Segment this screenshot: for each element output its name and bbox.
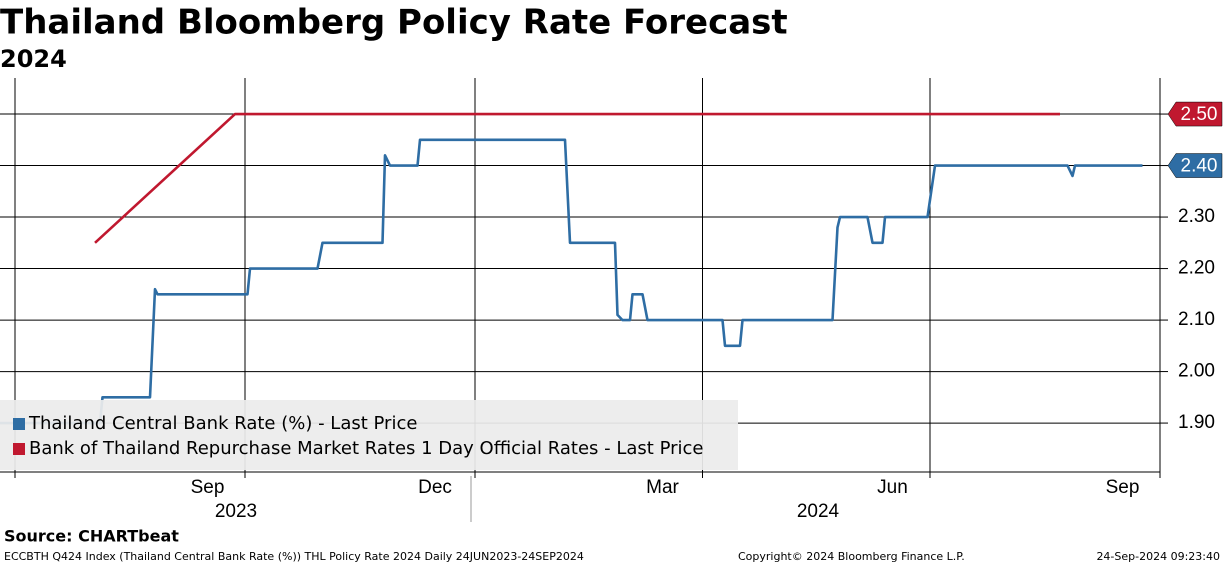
x-tick-label: Sep: [191, 477, 225, 498]
legend-label: Thailand Central Bank Rate (%) - Last Pr…: [28, 413, 417, 434]
legend-label: Bank of Thailand Repurchase Market Rates…: [29, 438, 704, 459]
legend-swatch: [13, 418, 25, 430]
x-tick-label: Dec: [418, 477, 452, 498]
legend-swatch: [13, 443, 25, 455]
x-year-label: 2023: [215, 501, 257, 522]
y-tick-label: 1.90: [1178, 412, 1215, 433]
series-line: [94, 112, 1060, 244]
chart-title: Thailand Bloomberg Policy Rate Forecast: [0, 3, 788, 43]
last-value-label: 2.40: [1181, 156, 1218, 177]
series-line: [0, 138, 1143, 425]
y-tick-label: 2.00: [1178, 361, 1215, 382]
x-tick-label: Mar: [646, 477, 679, 498]
footer: Copyright© 2024 Bloomberg Finance L.P.: [738, 550, 965, 563]
footer: ECCBTH Q424 Index (Thailand Central Bank…: [4, 550, 584, 563]
source: Source: CHARTbeat: [4, 527, 179, 546]
y-tick-label: 2.20: [1178, 258, 1215, 279]
legend-box: [0, 400, 738, 470]
last-value-tag: [1167, 153, 1223, 178]
x-tick-label: Sep: [1106, 477, 1140, 498]
last-value-tag: [1167, 101, 1223, 127]
y-tick-label: 2.30: [1178, 206, 1215, 227]
x-year-label: 2024: [797, 501, 840, 522]
last-value-label: 2.50: [1181, 104, 1218, 125]
chart-subtitle: 2024: [0, 45, 67, 73]
y-tick-label: 2.10: [1178, 309, 1215, 330]
footer: 24-Sep-2024 09:23:40: [1096, 550, 1220, 563]
x-tick-label: Jun: [877, 477, 908, 498]
